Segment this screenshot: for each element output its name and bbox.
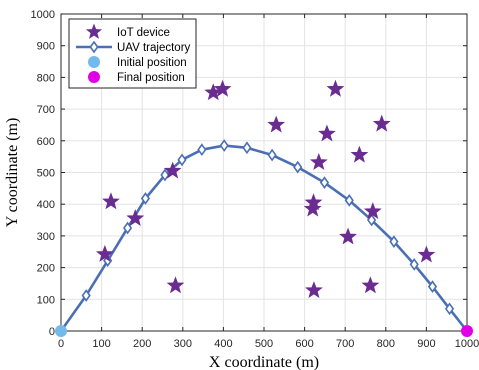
x-tick-label: 500 bbox=[255, 338, 273, 350]
trajectory-waypoint bbox=[444, 302, 455, 316]
iot-device-star bbox=[305, 281, 323, 298]
y-tick-label: 900 bbox=[37, 41, 55, 53]
legend-circle-icon bbox=[88, 71, 100, 83]
y-tick-label: 200 bbox=[37, 263, 55, 275]
trajectory-waypoint bbox=[81, 289, 91, 302]
x-tick-label: 1000 bbox=[455, 338, 479, 350]
trajectory-waypoint bbox=[427, 280, 438, 293]
trajectory-waypoint bbox=[267, 148, 277, 162]
iot-device-star bbox=[372, 114, 391, 132]
y-tick-label: 500 bbox=[37, 168, 55, 180]
iot-device-star bbox=[213, 79, 232, 97]
iot-device-star bbox=[318, 124, 336, 142]
trajectory-waypoint bbox=[177, 153, 187, 167]
iot-device-star bbox=[417, 245, 436, 263]
endpoints bbox=[55, 325, 473, 337]
trajectory-waypoint bbox=[344, 194, 354, 207]
y-axis-title: Y coordinate (m) bbox=[4, 118, 21, 228]
y-tick-label: 0 bbox=[49, 326, 55, 338]
x-tick-label: 600 bbox=[295, 338, 313, 350]
iot-device-star bbox=[163, 161, 182, 179]
trajectory-waypoint bbox=[389, 235, 399, 248]
iot-device-star bbox=[303, 199, 322, 217]
iot-device-star bbox=[95, 244, 114, 262]
trajectory-waypoint bbox=[293, 160, 303, 174]
legend-label: Final position bbox=[117, 72, 185, 84]
trajectory-line bbox=[59, 144, 469, 332]
y-tick-label: 300 bbox=[37, 231, 55, 243]
iot-device-star bbox=[126, 209, 145, 227]
iot-device-star bbox=[339, 227, 357, 245]
iot-device-star bbox=[363, 202, 382, 220]
iot-device-star bbox=[361, 276, 380, 294]
y-tick-label: 400 bbox=[37, 199, 55, 211]
iot-device-star bbox=[304, 193, 323, 211]
trajectory-waypoint bbox=[319, 176, 330, 190]
legend-label: UAV trajectory bbox=[117, 42, 191, 54]
legend-diamond-icon bbox=[89, 40, 99, 54]
x-tick-label: 0 bbox=[58, 338, 64, 350]
y-tick-label: 700 bbox=[37, 104, 55, 116]
legend-circle-icon bbox=[88, 56, 100, 68]
legend: IoT device UAV trajectory Initial position… bbox=[68, 18, 197, 89]
trajectory-waypoint bbox=[367, 213, 377, 227]
legend-star-icon bbox=[85, 23, 103, 39]
x-tick-label: 700 bbox=[336, 338, 354, 350]
y-tick-label: 100 bbox=[37, 294, 55, 306]
iot-device-star bbox=[267, 115, 286, 133]
x-tick-label: 400 bbox=[214, 338, 232, 350]
iot-device-star bbox=[326, 79, 345, 97]
y-tick-label: 1000 bbox=[31, 9, 55, 21]
initial-position-marker bbox=[55, 325, 67, 337]
x-ticks: 0 100 200 300 400 500 600 700 800 900 1000 bbox=[58, 14, 479, 350]
x-tick-label: 900 bbox=[417, 338, 435, 350]
iot-device-star bbox=[350, 145, 369, 163]
x-tick-label: 100 bbox=[92, 338, 110, 350]
y-ticks: 0 100 200 300 400 500 600 700 800 900 1000 bbox=[31, 9, 467, 338]
iot-devices bbox=[95, 79, 436, 298]
y-tick-label: 600 bbox=[37, 136, 55, 148]
x-tick-label: 800 bbox=[377, 338, 395, 350]
x-tick-label: 200 bbox=[133, 338, 151, 350]
x-tick-label: 300 bbox=[174, 338, 192, 350]
trajectory-waypoint bbox=[242, 141, 252, 155]
trajectory-waypoint bbox=[219, 139, 229, 152]
trajectory-waypoint bbox=[197, 143, 207, 157]
legend-label: Initial position bbox=[117, 57, 187, 69]
trajectory-waypoint bbox=[140, 192, 151, 205]
trajectory-waypoint bbox=[160, 168, 170, 182]
trajectory-waypoint bbox=[122, 221, 133, 235]
iot-device-star bbox=[102, 192, 120, 210]
iot-device-star bbox=[309, 153, 328, 170]
iot-device-star bbox=[166, 276, 185, 294]
final-position-marker bbox=[461, 325, 473, 337]
y-tick-label: 800 bbox=[37, 72, 55, 84]
x-axis-title: X coordinate (m) bbox=[209, 354, 319, 370]
legend-label: IoT device bbox=[117, 27, 170, 39]
trajectory-waypoint bbox=[409, 258, 419, 271]
